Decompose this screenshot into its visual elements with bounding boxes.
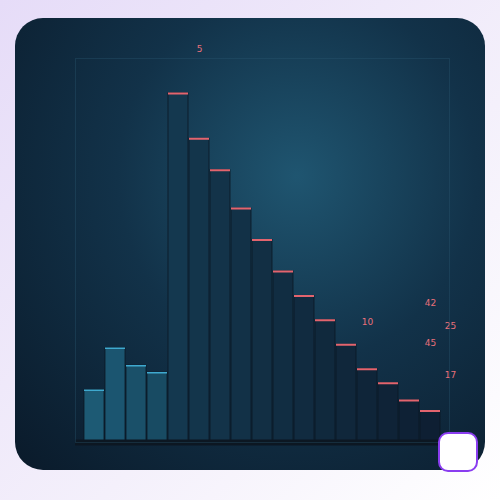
svg-text:25: 25 [445, 321, 456, 331]
svg-text:17: 17 [445, 370, 456, 380]
svg-text:10: 10 [362, 317, 374, 327]
svg-text:45: 45 [425, 338, 436, 348]
svg-text:5: 5 [197, 44, 203, 54]
svg-text:42: 42 [425, 298, 436, 308]
